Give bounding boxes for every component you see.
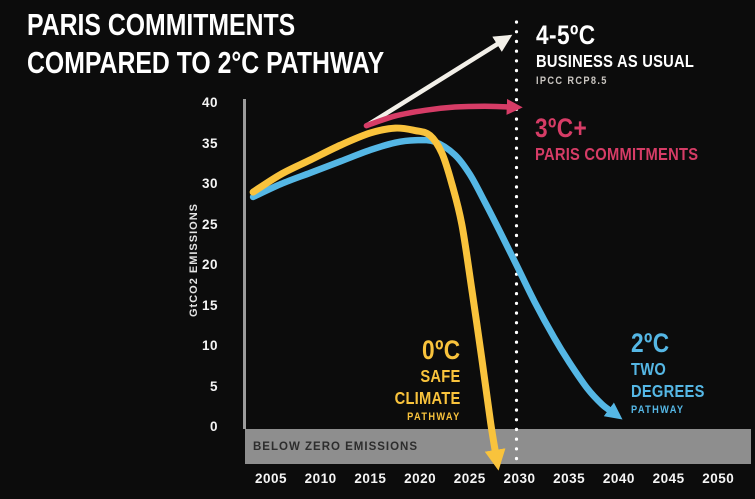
page-title-line2: COMPARED TO 2°C PATHWAY [27,44,385,80]
label-safe-climate-pathway: 0ºC SAFE CLIMATE PATHWAY [395,337,461,423]
label-paris-name: PARIS COMMITMENTS [535,144,699,164]
label-two-sub: PATHWAY [631,404,685,416]
label-paris-commitments: 3ºC+ PARIS COMMITMENTS [535,115,698,164]
y-axis-line [243,99,246,429]
x-tick-label: 2030 [503,471,536,486]
label-safe-line1: SAFE [420,366,461,386]
page-title: PARIS COMMITMENTS COMPARED TO 2°C PATHWA… [27,6,384,82]
x-tick-label: 2045 [652,471,685,486]
y-tick-label: 10 [201,338,218,353]
x-tick-label: 2015 [354,471,387,486]
y-tick-label: 25 [201,216,218,232]
label-bau-name: BUSINESS AS USUAL [536,51,695,71]
label-paris-temp: 3ºC+ [535,113,588,143]
y-tick-label: 40 [201,95,218,110]
x-tick-label: 2035 [553,471,586,486]
label-two-temp: 2ºC [631,328,670,358]
x-tick-label: 2025 [453,471,486,486]
label-two-line1: TWO [631,359,667,379]
y-tick-label: 5 [209,378,218,394]
label-safe-sub: PATHWAY [407,411,461,423]
below-zero-emissions-label: BELOW ZERO EMISSIONS [253,440,419,453]
label-business-as-usual: 4-5ºC BUSINESS AS USUAL IPCC RCP8.5 [536,22,694,87]
x-tick-label: 2010 [304,471,337,486]
series-path-0 [364,34,513,128]
label-safe-temp: 0ºC [422,335,461,365]
label-safe-line2: CLIMATE [394,387,461,408]
x-tick-label: 2020 [404,471,437,486]
y-tick-label: 20 [201,257,218,272]
x-tick-label: 2040 [602,471,635,486]
y-tick-label: 15 [201,297,218,313]
series-path-1 [363,98,523,129]
y-tick-label: 30 [201,176,218,191]
page-title-line1: PARIS COMMITMENTS [27,7,296,42]
label-bau-temp: 4-5ºC [536,20,596,50]
y-tick-label: 35 [201,135,218,151]
x-tick-label: 2050 [702,471,735,486]
label-two-line2: DEGREES [631,380,705,401]
y-tick-label: 0 [209,419,218,434]
below-zero-emissions-band: BELOW ZERO EMISSIONS [245,429,751,464]
label-bau-scenario: IPCC RCP8.5 [536,74,608,87]
x-tick-label: 2005 [254,471,288,486]
label-two-degrees-pathway: 2ºC TWO DEGREES PATHWAY [631,330,705,416]
